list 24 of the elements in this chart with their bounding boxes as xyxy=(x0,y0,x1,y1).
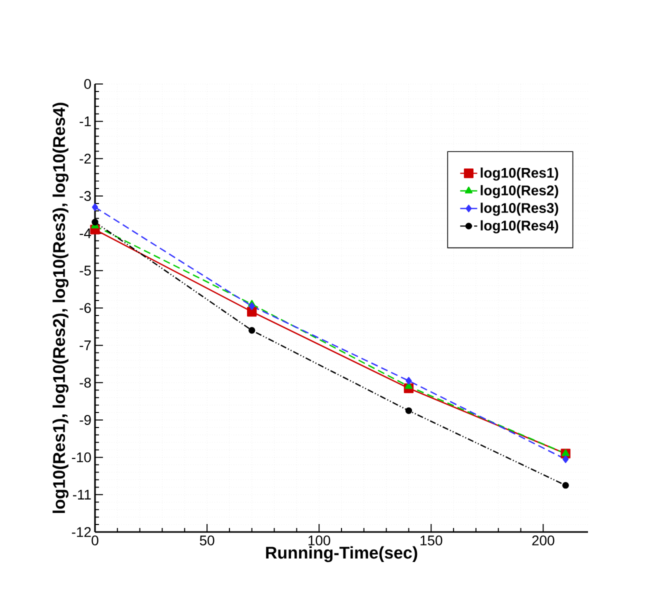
y-tick-label: -8 xyxy=(80,378,91,388)
y-tick-label: -2 xyxy=(80,154,91,164)
legend-label: log10(Res4) xyxy=(480,220,558,234)
x-tick-label: 100 xyxy=(308,536,330,546)
legend-label: log10(Res2) xyxy=(480,185,558,198)
y-tick-label: -3 xyxy=(80,191,91,201)
y-tick-label: -6 xyxy=(80,303,91,313)
x-axis-title: Running-Time(sec) xyxy=(266,546,418,562)
y-tick-label: -5 xyxy=(80,266,91,276)
legend-label: log10(Res3) xyxy=(480,202,558,216)
y-tick-label: -1 xyxy=(80,116,91,126)
y-tick-label: -7 xyxy=(80,340,91,350)
y-tick-label: -10 xyxy=(72,452,91,462)
x-tick-label: 150 xyxy=(420,536,442,546)
y-tick-label: -11 xyxy=(72,490,91,500)
legend-label: log10(Res1) xyxy=(480,168,558,181)
y-tick-label: 0 xyxy=(84,79,91,89)
y-tick-label: -9 xyxy=(80,415,91,425)
y-axis-title: log10(Res1), log10(Res2), log10(Res3), log10(Res4) xyxy=(52,102,68,513)
x-tick-label: 200 xyxy=(532,536,554,546)
x-tick-label: 0 xyxy=(92,536,98,546)
x-tick-label: 50 xyxy=(200,536,214,546)
y-tick-label: -12 xyxy=(72,527,91,537)
y-tick-label: -4 xyxy=(80,228,92,238)
